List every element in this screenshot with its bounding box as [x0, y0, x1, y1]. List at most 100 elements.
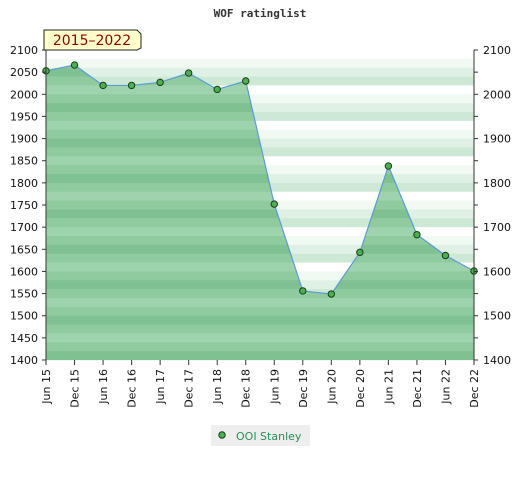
area-band	[46, 249, 474, 255]
area-band	[46, 244, 474, 250]
area-band	[46, 306, 474, 312]
area-band	[46, 200, 474, 206]
x-tick-label: Jun 16	[97, 369, 110, 405]
period-badge: 2015–2022	[43, 29, 142, 51]
legend-label: OOI Stanley	[236, 430, 302, 443]
y-tick-label-left: 1500	[10, 310, 38, 323]
background-band	[46, 112, 474, 117]
chart-title: WOF ratinglist	[214, 7, 307, 20]
background-band	[46, 125, 474, 131]
area-band	[46, 209, 474, 215]
area-band	[46, 302, 474, 308]
area-band	[46, 151, 474, 157]
area-band	[46, 267, 474, 272]
background-band	[46, 58, 474, 64]
data-point[interactable]	[127, 81, 136, 90]
x-tick-label: Jun 18	[211, 369, 224, 405]
area-band	[46, 275, 474, 281]
background-band	[46, 85, 474, 91]
area-band	[46, 182, 474, 188]
area-band	[46, 191, 474, 197]
data-point[interactable]	[99, 81, 107, 90]
area-band	[46, 337, 474, 343]
area-band	[46, 315, 474, 321]
data-point[interactable]	[242, 77, 250, 85]
area-band	[46, 143, 474, 148]
data-point[interactable]	[270, 200, 278, 208]
area-band	[46, 240, 474, 246]
area-band	[46, 293, 474, 299]
data-point[interactable]	[327, 290, 336, 298]
x-tick-label: Jun 20	[325, 369, 338, 405]
data-point[interactable]	[356, 248, 364, 257]
area-band	[46, 187, 474, 193]
x-tick-label: Dec 16	[126, 369, 139, 408]
area-band	[46, 355, 474, 360]
y-tick-label-right: 1700	[483, 221, 511, 234]
data-point[interactable]	[184, 69, 193, 77]
data-point[interactable]	[70, 61, 79, 69]
x-tick-label: Jun 15	[40, 369, 53, 405]
data-point[interactable]	[299, 287, 307, 295]
y-tick-label-right: 1400	[483, 354, 511, 367]
y-tick-label-right: 1600	[483, 265, 511, 278]
area-band	[46, 346, 474, 352]
y-tick-label-right: 1900	[483, 133, 511, 146]
background-band	[46, 94, 474, 100]
area-band	[46, 324, 474, 330]
x-tick-label: Jun 17	[154, 369, 167, 405]
y-tick-label-left: 2100	[10, 44, 38, 57]
data-point[interactable]	[384, 162, 393, 170]
y-tick-label-left: 1600	[10, 265, 38, 278]
area-band	[46, 205, 474, 210]
background-band	[46, 63, 474, 69]
y-tick-label-left: 1700	[10, 221, 38, 234]
background-band	[46, 134, 474, 140]
x-axis: Jun 15 Dec 15 Jun 16 Dec 16 Jun 17 Dec 17 Jun …	[40, 360, 481, 408]
background-band	[46, 116, 474, 122]
area-band	[46, 227, 474, 233]
background-band	[46, 76, 474, 82]
y-tick-label-right: 2100	[483, 44, 511, 57]
background-band	[46, 72, 474, 78]
data-point[interactable]	[213, 85, 221, 94]
y-tick-label-left: 1800	[10, 177, 38, 190]
background-band	[46, 50, 474, 55]
data-point[interactable]	[441, 251, 450, 260]
background-band	[46, 81, 474, 86]
x-tick-label: Dec 21	[411, 369, 424, 408]
series-line	[45, 64, 475, 295]
y-tick-label-right: 1800	[483, 177, 511, 190]
area-band	[46, 298, 474, 303]
background-band	[46, 120, 474, 126]
x-tick-label: Dec 17	[183, 369, 196, 408]
y-tick-label-left: 1650	[10, 243, 38, 256]
y-tick-label-left: 2050	[10, 66, 38, 79]
x-tick-label: Jun 21	[382, 369, 395, 405]
x-tick-label: Dec 18	[240, 369, 253, 408]
area-band	[46, 196, 474, 202]
background-band	[46, 129, 474, 135]
data-point[interactable]	[413, 230, 421, 239]
area-band	[46, 231, 474, 237]
background-band	[46, 107, 474, 113]
x-tick-label: Jun 19	[268, 369, 281, 405]
area-band	[46, 156, 474, 162]
area-band	[46, 289, 474, 295]
area-band	[46, 213, 474, 219]
y-tick-label-left: 1450	[10, 332, 38, 345]
y-axis-left: 2100 2050 2000 1950 1900 1850 1800 1750 1700 1650…	[10, 44, 46, 367]
x-tick-label: Dec 19	[297, 369, 310, 408]
period-label: 2015–2022	[53, 33, 131, 49]
area-band	[46, 174, 474, 179]
area-band	[46, 329, 474, 334]
y-tick-label-left: 1750	[10, 199, 38, 212]
area-band	[46, 218, 474, 224]
area-band	[46, 253, 474, 259]
data-point[interactable]	[156, 78, 164, 87]
background-band	[46, 67, 474, 73]
area-band	[46, 169, 474, 175]
legend[interactable]: OOI Stanley	[211, 425, 310, 446]
y-tick-label-left: 1400	[10, 354, 38, 367]
